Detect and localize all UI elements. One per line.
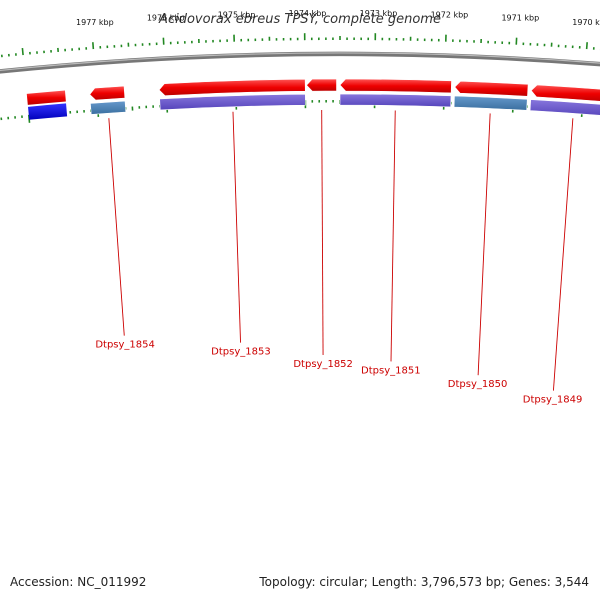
gene-label[interactable]: Dtpsy_1850 xyxy=(448,379,508,390)
gene-leader-line xyxy=(321,110,324,356)
gene-label[interactable]: Dtpsy_1852 xyxy=(293,359,353,370)
gene-leader-line xyxy=(552,118,574,391)
gene-leader-line xyxy=(477,113,491,376)
tick-label: 1973 kbp xyxy=(360,9,398,18)
backbone-highlight xyxy=(0,52,600,72)
forward-gene-bar[interactable] xyxy=(28,103,68,120)
genome-backbone xyxy=(0,51,600,74)
scale-ticks: 1977 kbp 1976 kbp 1975 kbp 1974 kbp 1973 kbp… xyxy=(0,9,600,123)
gene-arrow[interactable] xyxy=(339,78,452,94)
gene-category-bar[interactable] xyxy=(90,100,127,115)
gene-category-bar[interactable] xyxy=(453,95,528,111)
gene-category-bar[interactable] xyxy=(339,93,452,108)
gene-leader-line xyxy=(108,118,125,336)
gene-label[interactable]: Dtpsy_1849 xyxy=(523,395,583,406)
map-title: Acidovorax ebreus TPSY, complete genome xyxy=(158,12,441,27)
gene-label[interactable]: Dtpsy_1851 xyxy=(361,365,421,376)
accession-text: Accession: NC_011992 xyxy=(10,575,146,589)
tick-label: 1977 kbp xyxy=(76,18,114,27)
forward-gene-strand[interactable] xyxy=(26,90,66,105)
tick-label: 1970 kbp xyxy=(572,18,600,27)
gene-leader-line xyxy=(232,111,241,343)
tick-label: 1974 kbp xyxy=(289,9,327,18)
outer-tick xyxy=(585,42,588,50)
tick-label: 1972 kbp xyxy=(431,11,469,20)
gene-category-bar[interactable] xyxy=(159,93,306,111)
gene-arrow[interactable] xyxy=(530,84,600,103)
gene-labels: Dtpsy_1854 Dtpsy_1853 Dtpsy_1852 Dtpsy_1851… xyxy=(95,110,582,406)
outer-tick xyxy=(92,42,95,50)
tick-label: 1975 kbp xyxy=(218,11,256,20)
gene-arrow[interactable] xyxy=(89,85,126,101)
tick-label: 1971 kbp xyxy=(501,14,539,23)
gene-label[interactable]: Dtpsy_1854 xyxy=(95,340,155,351)
gene-features xyxy=(26,78,600,120)
gene-category-bar[interactable] xyxy=(529,99,600,117)
topology-text: Topology: circular; Length: 3,796,573 bp… xyxy=(258,575,589,589)
gene-arrow[interactable] xyxy=(158,78,306,96)
inner-tick xyxy=(27,114,31,123)
gene-arrow[interactable] xyxy=(454,80,529,97)
gene-leader-line xyxy=(390,110,396,362)
backbone-arc xyxy=(0,51,600,74)
gene-arrow[interactable] xyxy=(306,78,337,92)
outer-tick xyxy=(21,48,24,56)
tick-label: 1976 kbp xyxy=(147,14,185,23)
gene-label[interactable]: Dtpsy_1853 xyxy=(211,347,271,358)
